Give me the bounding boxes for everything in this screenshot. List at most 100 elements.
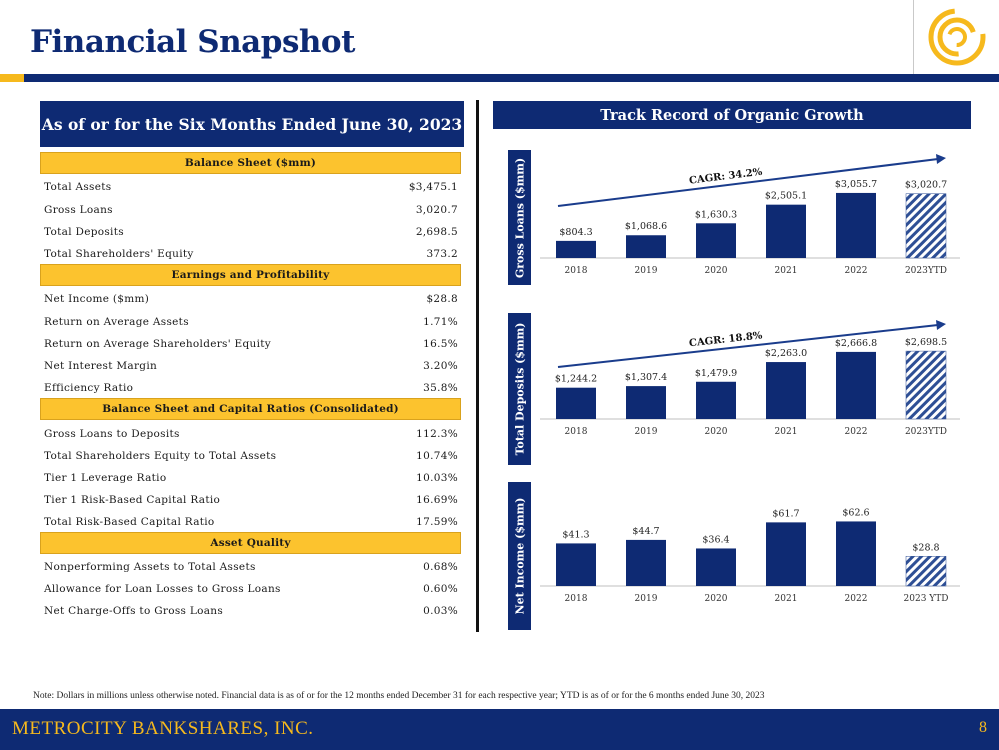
metric-value: 17.59%: [416, 516, 458, 528]
company-logo-icon: [928, 8, 986, 66]
tick-label: 2020: [705, 266, 728, 276]
metric-row: Net Interest Margin 3.20%: [44, 357, 458, 375]
right-panel-header: Track Record of Organic Growth: [493, 101, 971, 129]
metric-row: Tier 1 Leverage Ratio 10.03%: [44, 469, 458, 487]
metric-row: Return on Average Assets 1.71%: [44, 313, 458, 331]
metric-label: Tier 1 Leverage Ratio: [44, 472, 167, 484]
footer-bar: METROCITY BANKSHARES, INC. 8: [0, 709, 999, 750]
metric-label: Total Shareholders Equity to Total Asset…: [44, 450, 277, 462]
tick-label: 2018: [565, 266, 588, 276]
bar-2020: [696, 223, 736, 258]
metric-value: 0.68%: [423, 561, 458, 573]
page-title: Financial Snapshot: [30, 24, 355, 60]
cagr-arrow-line: [557, 324, 939, 368]
data-label: $3,020.7: [905, 180, 947, 191]
metric-label: Net Income ($mm): [44, 293, 150, 305]
data-label: $3,055.7: [835, 179, 877, 190]
bar-2022: [836, 521, 876, 586]
metric-row: Nonperforming Assets to Total Assets 0.68…: [44, 558, 458, 576]
data-label: $1,630.3: [695, 209, 737, 220]
metric-value: $28.8: [426, 293, 458, 305]
bar-2023ytd: [905, 556, 947, 587]
net-income-axis-label: Net Income ($mm): [508, 482, 531, 630]
gross-loans-axis-label: Gross Loans ($mm): [508, 150, 531, 285]
metric-label: Total Assets: [44, 181, 112, 193]
metric-value: 112.3%: [416, 428, 458, 440]
metric-row: Tier 1 Risk-Based Capital Ratio 16.69%: [44, 491, 458, 509]
bar-2022: [836, 351, 876, 419]
tick-label: 2023YTD: [905, 427, 947, 437]
bar-2022: [836, 192, 876, 258]
bar-2021: [766, 204, 806, 258]
data-label: $2,263.0: [765, 348, 807, 359]
metric-label: Tier 1 Risk-Based Capital Ratio: [44, 494, 221, 506]
metric-label: Allowance for Loan Losses to Gross Loans: [44, 583, 281, 595]
metric-row: Total Risk-Based Capital Ratio 17.59%: [44, 513, 458, 531]
metric-row: Total Assets $3,475.1: [44, 178, 458, 196]
metric-value: 0.60%: [423, 583, 458, 595]
data-label: $804.3: [559, 227, 592, 238]
left-panel-header: As of or for the Six Months Ended June 3…: [40, 101, 464, 147]
metric-value: 10.03%: [416, 472, 458, 484]
total-deposits-chart: $1,244.2 2018 $1,307.4 2019 $1,479.9 2020 $2,2…: [540, 320, 960, 437]
metric-value: 10.74%: [416, 450, 458, 462]
metric-label: Efficiency Ratio: [44, 382, 134, 394]
section-title: Earnings and Profitability: [40, 264, 461, 286]
metric-row: Total Shareholders Equity to Total Asset…: [44, 447, 458, 465]
bar-2018: [556, 543, 596, 586]
tick-label: 2019: [635, 594, 658, 604]
metric-value: $3,475.1: [408, 181, 458, 193]
data-label: $2,698.5: [905, 337, 947, 348]
axis-label-text: Gross Loans ($mm): [513, 157, 526, 278]
metric-row: Gross Loans 3,020.7: [44, 201, 458, 219]
metric-label: Total Risk-Based Capital Ratio: [44, 516, 215, 528]
axis-label-text: Net Income ($mm): [513, 497, 526, 615]
footer-brand: METROCITY BANKSHARES, INC.: [12, 718, 314, 739]
bar-2021: [766, 362, 806, 419]
tick-label: 2021: [775, 427, 798, 437]
bar-2018: [556, 240, 596, 258]
metric-row: Total Shareholders' Equity 373.2: [44, 245, 458, 263]
tick-label: 2020: [705, 594, 728, 604]
data-label: $44.7: [632, 526, 659, 537]
bar-2023ytd: [905, 193, 947, 259]
section-title: Asset Quality: [40, 532, 461, 554]
tick-label: 2023 YTD: [904, 594, 949, 604]
bar-2019: [626, 235, 666, 258]
metric-value: 373.2: [426, 248, 458, 260]
data-label: $61.7: [772, 508, 799, 519]
metric-value: 16.69%: [416, 494, 458, 506]
total-deposits-axis-label: Total Deposits ($mm): [508, 313, 531, 465]
tick-label: 2019: [635, 427, 658, 437]
metric-label: Return on Average Assets: [44, 316, 189, 328]
tick-label: 2022: [845, 427, 868, 437]
metric-label: Gross Loans: [44, 204, 113, 216]
cagr-annotation: CAGR: 18.8%: [689, 330, 764, 349]
cagr-arrow-line: [557, 158, 939, 207]
metric-value: 3,020.7: [415, 204, 458, 216]
tick-label: 2021: [775, 266, 798, 276]
bar-2023ytd: [905, 350, 947, 420]
cagr-annotation: CAGR: 34.2%: [688, 167, 763, 187]
page-number: 8: [979, 719, 987, 736]
metric-value: 16.5%: [423, 338, 458, 350]
metric-row: Efficiency Ratio 35.8%: [44, 379, 458, 397]
data-label: $62.6: [842, 507, 869, 518]
metric-row: Gross Loans to Deposits 112.3%: [44, 425, 458, 443]
tick-label: 2021: [775, 594, 798, 604]
data-label: $2,666.8: [835, 338, 877, 349]
metric-value: 35.8%: [423, 382, 458, 394]
data-label: $36.4: [702, 534, 729, 545]
cagr-arrow-head: [936, 154, 946, 164]
tick-label: 2018: [565, 594, 588, 604]
panel-divider: [476, 100, 479, 632]
metric-label: Gross Loans to Deposits: [44, 428, 180, 440]
data-label: $1,068.6: [625, 221, 667, 232]
metric-row: Total Deposits 2,698.5: [44, 223, 458, 241]
axis-label-text: Total Deposits ($mm): [513, 322, 526, 456]
data-label: $1,244.2: [555, 374, 597, 385]
cagr-arrow-head: [936, 320, 946, 330]
tick-label: 2022: [845, 266, 868, 276]
metric-label: Total Shareholders' Equity: [44, 248, 194, 260]
tick-label: 2019: [635, 266, 658, 276]
